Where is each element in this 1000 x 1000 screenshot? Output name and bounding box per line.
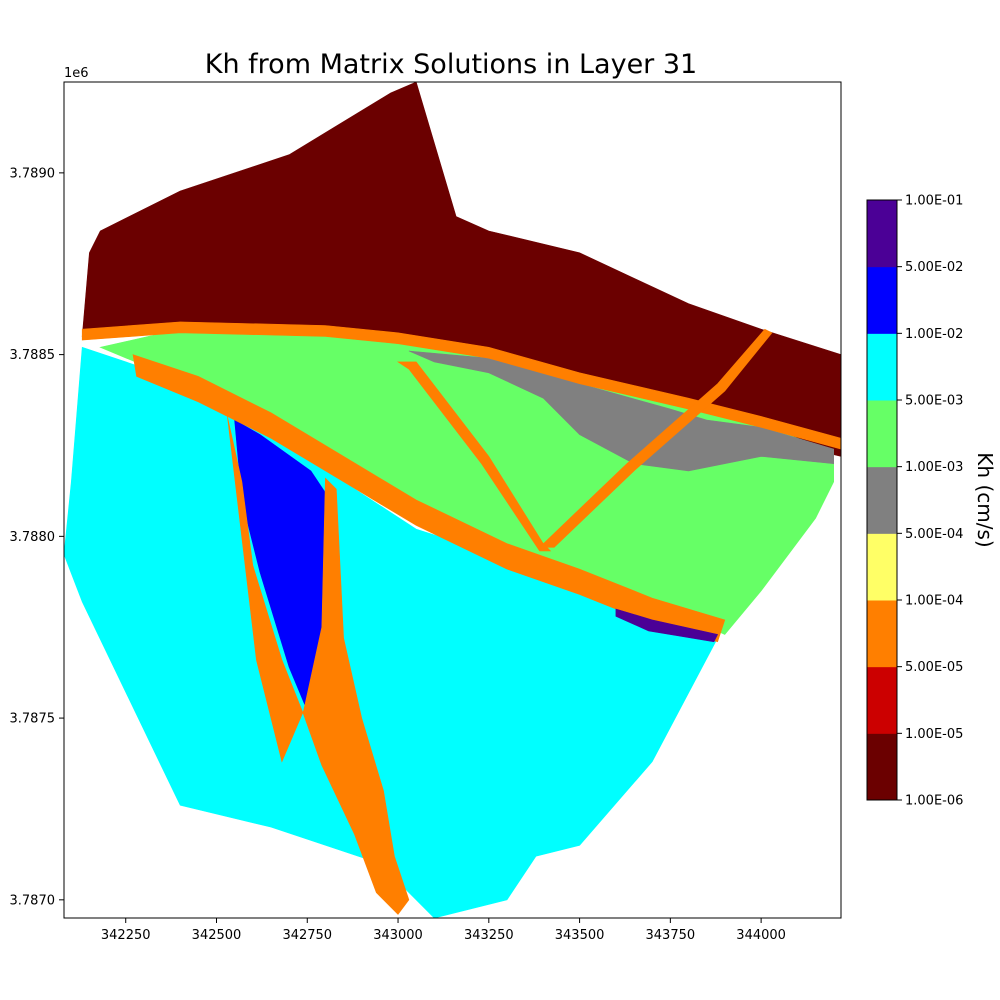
colorbar-segment <box>867 466 897 534</box>
zone-gray <box>408 350 835 472</box>
colorbar-segment <box>867 733 897 801</box>
x-tick-label: 343750 <box>646 928 696 943</box>
y-tick-label: 3.7875 <box>10 712 56 727</box>
zone-layer <box>63 81 842 919</box>
x-tick-label: 343250 <box>464 928 514 943</box>
x-tick-label: 343000 <box>373 928 423 943</box>
x-tick-label: 344000 <box>736 928 786 943</box>
colorbar-segment <box>867 266 897 334</box>
y-tick-label: 3.7890 <box>10 166 56 181</box>
x-tick-label: 342750 <box>282 928 332 943</box>
colorbar-segment <box>867 666 897 734</box>
chart-title: Kh from Matrix Solutions in Layer 31 <box>205 49 697 80</box>
zone-orange-channel-edge <box>227 416 410 915</box>
colorbar-segment <box>867 333 897 401</box>
zone-orange-band <box>132 354 726 643</box>
colorbar-tick-label: 1.00E-04 <box>905 594 963 609</box>
colorbar-segment <box>867 400 897 468</box>
colorbar: 1.00E-06 1.00E-05 5.00E-05 1.00E-04 5.00E-04… <box>866 194 963 809</box>
colorbar-segment <box>867 533 897 601</box>
zone-orange-diagonal-2 <box>538 328 773 548</box>
zone-orange-diagonal-1 <box>397 361 552 552</box>
plot-frame <box>63 81 842 919</box>
y-axis: 3.7870 3.7875 3.7880 3.7885 3.7890 <box>10 166 64 908</box>
colorbar-tick-label: 1.00E-03 <box>905 460 963 475</box>
colorbar-tick-label: 1.00E-06 <box>905 794 963 809</box>
zone-violet-cells <box>615 608 719 643</box>
colorbar-tick-label: 5.00E-04 <box>905 527 963 542</box>
colorbar-tick-label: 1.00E-05 <box>905 727 963 742</box>
colorbar-segment <box>867 600 897 668</box>
y-tick-label: 3.7880 <box>10 530 56 545</box>
colorbar-tick-label: 5.00E-03 <box>905 394 963 409</box>
colorbar-segment <box>867 200 897 268</box>
y-tick-label: 3.7870 <box>10 893 56 908</box>
x-tick-label: 343500 <box>555 928 605 943</box>
colorbar-tick-label: 5.00E-02 <box>905 260 963 275</box>
colorbar-tick-label: 5.00E-05 <box>905 660 963 675</box>
colorbar-tick-label: 1.00E-01 <box>905 194 963 209</box>
colorbar-label: Kh (cm/s) <box>973 452 997 547</box>
x-axis: 342250 342500 342750 343000 343250 343500 3437… <box>101 918 786 943</box>
x-tick-label: 342250 <box>101 928 151 943</box>
y-tick-label: 3.7885 <box>10 348 56 363</box>
y-offset-label: 1e6 <box>64 66 89 81</box>
colorbar-frame <box>866 199 898 801</box>
colorbar-tick-label: 1.00E-02 <box>905 327 963 342</box>
x-tick-label: 342500 <box>192 928 242 943</box>
